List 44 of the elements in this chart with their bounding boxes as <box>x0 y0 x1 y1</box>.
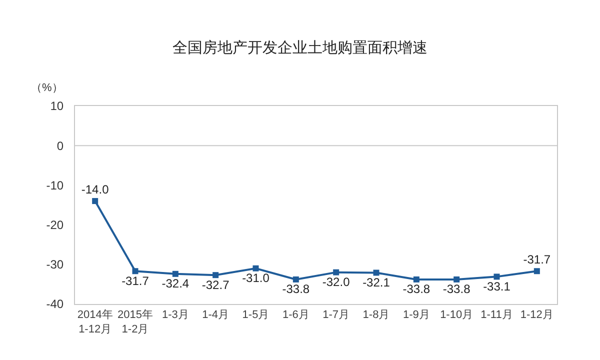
x-tick-label: 1-6月 <box>282 309 310 322</box>
x-tick-label: 2014年 1-12月 <box>77 309 113 336</box>
y-tick-label: -20 <box>46 218 64 232</box>
y-tick-label: -10 <box>46 178 64 192</box>
point <box>333 269 340 276</box>
data-label: -31.7 <box>523 252 551 266</box>
data-label: -33.1 <box>483 279 511 294</box>
data-label: -32.7 <box>202 278 230 292</box>
data-label: -31.7 <box>122 274 150 288</box>
y-tick-label: 0 <box>56 138 64 153</box>
point <box>413 276 420 282</box>
x-tick-label: 1-11月 <box>480 309 513 322</box>
point <box>252 265 259 272</box>
x-tick-label: 1-5月 <box>242 309 270 322</box>
x-tick-label: 1-9月 <box>402 309 430 322</box>
point <box>212 272 219 278</box>
chart-title: 全国房地产开发企业土地购置面积增速 <box>172 39 428 56</box>
data-label: -33.8 <box>442 282 471 296</box>
data-label: -31.0 <box>242 271 270 286</box>
y-tick-label: -30 <box>46 258 64 272</box>
point <box>373 270 380 276</box>
x-tick-label: 2015年 1-2月 <box>118 309 153 336</box>
x-tick-label: 1-3月 <box>162 309 189 322</box>
point <box>454 276 460 282</box>
x-tick-label: 1-10月 <box>440 309 474 322</box>
point <box>132 268 138 274</box>
x-tick-label: 1-8月 <box>362 309 390 322</box>
point <box>292 276 299 282</box>
point <box>92 198 98 204</box>
point <box>494 274 500 280</box>
data-label: -32.0 <box>322 275 350 290</box>
x-tick-label: 1-4月 <box>202 309 230 322</box>
x-tick-label: 1-7月 <box>322 309 350 322</box>
y-tick-label: -40 <box>46 297 64 312</box>
point <box>172 270 178 277</box>
x-tick-label: 1-12月 <box>520 309 554 322</box>
data-label: -33.8 <box>402 282 430 296</box>
y-axis-title: （%） <box>31 82 63 94</box>
y-tick-label: 10 <box>50 99 64 114</box>
point <box>534 268 540 274</box>
data-label: -32.1 <box>362 275 390 290</box>
data-label: -14.0 <box>81 182 110 196</box>
data-label: -33.8 <box>282 282 310 296</box>
data-label: -32.4 <box>162 276 190 291</box>
